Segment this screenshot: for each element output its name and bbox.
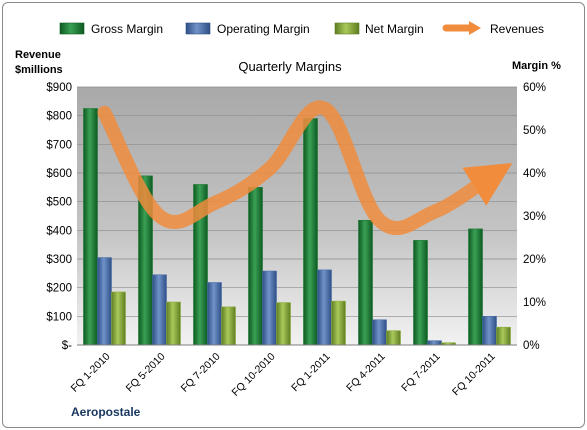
x-tick-label: FQ 10-2011 bbox=[450, 351, 498, 399]
left-tick-label: $700 bbox=[46, 139, 72, 151]
right-tick-label: 60% bbox=[523, 82, 546, 94]
left-tick-label: $900 bbox=[46, 82, 72, 94]
legend-label-operating-margin: Operating Margin bbox=[217, 22, 310, 36]
left-tick-label: $200 bbox=[46, 283, 72, 295]
net-margin-bar bbox=[166, 301, 181, 346]
chart-title: Quarterly Margins bbox=[238, 59, 342, 74]
operating-margin-bar bbox=[372, 319, 387, 346]
right-tick-label: 20% bbox=[523, 254, 546, 266]
net-margin-bar bbox=[331, 300, 346, 346]
net-margin-bar bbox=[496, 326, 511, 346]
operating-margin-bar bbox=[152, 274, 167, 346]
x-tick-label: FQ 1-2011 bbox=[289, 351, 333, 395]
legend-label-gross-margin: Gross Margin bbox=[91, 22, 163, 36]
gross-margin-bar bbox=[468, 228, 483, 346]
left-tick-label: $300 bbox=[46, 254, 72, 266]
net-margin-bar bbox=[221, 306, 236, 346]
left-tick-label: $- bbox=[62, 340, 72, 352]
left-tick-label: $600 bbox=[46, 168, 72, 180]
operating-margin-bar bbox=[97, 257, 112, 346]
x-tick-label: FQ 7-2011 bbox=[399, 351, 443, 395]
legend-label-net-margin: Net Margin bbox=[365, 22, 424, 36]
left-tick-label: $100 bbox=[46, 311, 72, 323]
gross-margin-bar bbox=[358, 220, 373, 346]
chart-canvas: $- $100 $200 $300 $400 $500 $600 $700 $800 $900 0%… bbox=[15, 21, 561, 419]
right-axis-label: Margin % bbox=[512, 60, 561, 72]
gross-margin-bar bbox=[413, 240, 428, 346]
x-tick-label: FQ 1-2010 bbox=[69, 351, 113, 395]
operating-margin-bar bbox=[317, 269, 332, 346]
left-tick-label: $400 bbox=[46, 225, 72, 237]
legend-label-revenues: Revenues bbox=[490, 22, 544, 36]
x-tick-label: FQ 5-2010 bbox=[124, 351, 168, 395]
revenues-line bbox=[97, 100, 513, 236]
right-tick-label: 30% bbox=[523, 211, 546, 223]
x-tick-label: FQ 7-2010 bbox=[179, 351, 223, 395]
right-tick-label: 40% bbox=[523, 168, 546, 180]
left-tick-label: $800 bbox=[46, 111, 72, 123]
gross-margin-bar bbox=[83, 108, 98, 346]
net-margin-bar bbox=[111, 291, 126, 346]
x-tick-label: FQ 10-2010 bbox=[230, 351, 278, 399]
operating-margin-bar bbox=[482, 316, 497, 346]
operating-margin-bar bbox=[262, 270, 277, 346]
operating-margin-bar bbox=[207, 282, 222, 346]
legend-swatch-gross-margin bbox=[59, 22, 85, 35]
left-axis-label-line1: Revenue bbox=[15, 49, 61, 61]
operating-margin-bar bbox=[427, 340, 442, 346]
net-margin-bar bbox=[386, 330, 401, 346]
gross-margin-bar bbox=[303, 118, 318, 346]
right-tick-label: 50% bbox=[523, 125, 546, 137]
left-tick-label: $500 bbox=[46, 197, 72, 209]
legend-swatch-operating-margin bbox=[185, 22, 211, 35]
right-tick-label: 10% bbox=[523, 297, 546, 309]
net-margin-bar bbox=[276, 302, 291, 346]
legend-swatch-net-margin bbox=[334, 22, 360, 35]
right-tick-label: 0% bbox=[523, 340, 540, 352]
company-name: Aeropostale bbox=[71, 405, 141, 419]
bars-layer bbox=[83, 108, 511, 346]
gross-margin-bar bbox=[248, 187, 263, 346]
legend: Gross Margin Operating Margin Net Margin… bbox=[59, 21, 544, 36]
legend-arrow-icon bbox=[469, 21, 481, 35]
x-tick-label: FQ 4-2011 bbox=[344, 351, 388, 395]
left-axis-label-line2: $millions bbox=[15, 64, 63, 76]
